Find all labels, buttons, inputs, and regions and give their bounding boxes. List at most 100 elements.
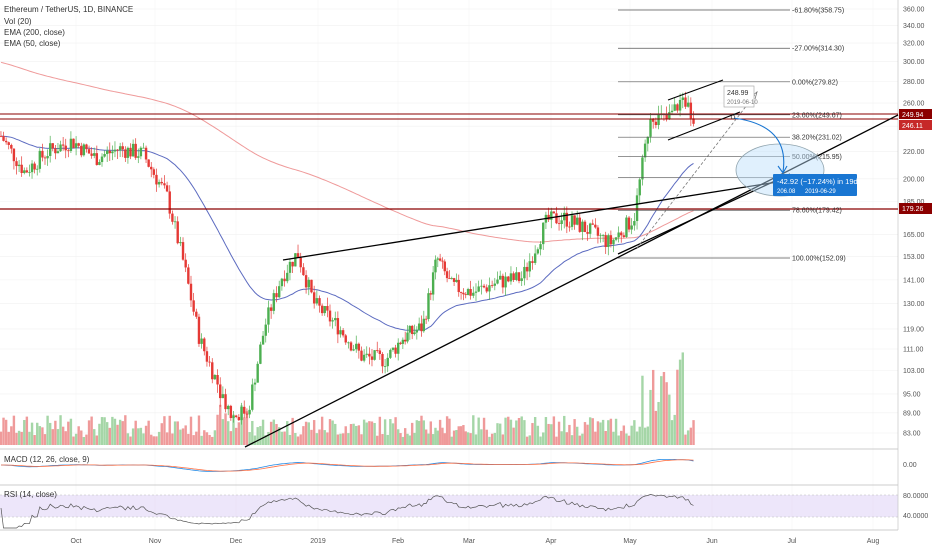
rsi-label[interactable]: RSI (14, close) [4,490,57,499]
candle [179,236,182,247]
trendline-lower-wedge[interactable] [617,173,791,255]
volume-bar [557,421,561,445]
trendline-lower-long[interactable] [244,114,899,448]
candle-body [216,374,219,385]
candle [352,344,355,352]
volume-bar [583,422,587,445]
macd-signal-line[interactable] [1,459,694,472]
candle [87,145,91,154]
candle-body [539,244,542,250]
volume-bar [662,371,666,445]
ema-200-line[interactable] [0,61,694,243]
volume-bar [547,423,550,445]
volume-bar [59,415,62,445]
candle-body [455,279,458,282]
volume-bar [124,415,127,445]
price-axis[interactable]: 360.00340.00320.00300.00280.00260.00240.… [903,7,925,438]
volume-bar [635,431,639,445]
candle [67,148,70,158]
candle [23,167,26,175]
candle-body [2,136,5,141]
candle [501,273,505,294]
candle-body [224,394,227,410]
candle-body [197,316,201,344]
macd-pane[interactable] [0,458,694,472]
candle-body [286,272,289,282]
legend-ema-50[interactable]: EMA (50, close) [4,39,61,48]
volume-bar [302,426,305,445]
volume-bar [599,422,602,445]
rsi-line[interactable] [0,494,694,529]
volume-bar [36,422,39,445]
candle-body [403,339,407,342]
candle [85,143,88,153]
measure-box[interactable]: -42.92 (−17.24%) in 19d 206.08 2019-06-2… [773,174,858,196]
candle-body [80,145,83,156]
volume-bar [417,420,421,445]
volume-bar [678,359,682,445]
candle-body [157,181,161,185]
candle [533,245,537,265]
candle [427,288,430,322]
candle [507,275,510,283]
candle-body [575,217,579,225]
legend-ema-200[interactable]: EMA (200, close) [4,28,65,37]
candle [165,181,169,193]
candle-body [536,249,540,254]
volume-bar [33,435,36,445]
trendline-channel-bottom[interactable] [667,111,741,141]
volume-bar [171,433,174,445]
legend-volume[interactable]: Vol (20) [4,17,32,26]
projection-dashed-line[interactable] [636,91,758,249]
candle-body [248,409,251,415]
macd-label[interactable]: MACD (12, 26, close, 9) [4,455,90,464]
price-tick-label: 200.00 [903,176,925,183]
candle-body [599,235,602,237]
time-tick-label: Apr [546,538,558,545]
volume-bar [609,418,613,445]
candle [536,247,540,255]
candle [291,261,294,273]
candle-body [443,261,446,272]
candle-body [563,212,566,221]
candle [399,341,402,345]
volume-bar [98,423,101,445]
volume-bar [604,431,607,445]
candle-body [686,102,690,107]
volume-bar [482,417,486,445]
time-tick-label: Mar [463,538,476,545]
candle-body [684,97,687,107]
candle [200,333,203,349]
candle-body [376,350,379,351]
trendline-upper-wedge[interactable] [282,179,791,261]
candle [43,155,47,165]
volume-bar [56,429,60,445]
fib-level-label: 100.00%(152.09) [792,255,846,262]
candle-body [429,293,433,295]
candle [272,289,276,315]
volume-bar [528,435,531,445]
time-axis[interactable]: Oct Nov Dec 2019 Feb Mar Apr May Jun Jul Aug [71,538,880,545]
candle [520,271,523,287]
candle-body [477,286,480,292]
peak-label[interactable]: 248.99 2019-06-10 [723,85,758,108]
candle [604,231,607,254]
measure-arrow[interactable] [732,117,785,173]
volume-bar [601,419,605,445]
rsi-pane[interactable] [0,494,694,529]
candle-body [523,266,526,279]
candle [80,142,83,158]
candle-body [98,162,101,165]
candle-body [581,221,584,232]
volume-bar [25,416,29,445]
volume-bar [643,427,647,445]
volume-bar [259,426,262,445]
trendline-channel-top[interactable] [667,79,724,101]
symbol-title[interactable]: Ethereum / TetherUS, 1D, BINANCE [4,5,133,14]
volume-bar [310,429,313,445]
current-price-text: 249.94 [902,112,924,119]
ema-200-path[interactable] [0,61,694,243]
macd-tick: 0.00 [903,462,917,469]
candle-body [30,163,34,173]
